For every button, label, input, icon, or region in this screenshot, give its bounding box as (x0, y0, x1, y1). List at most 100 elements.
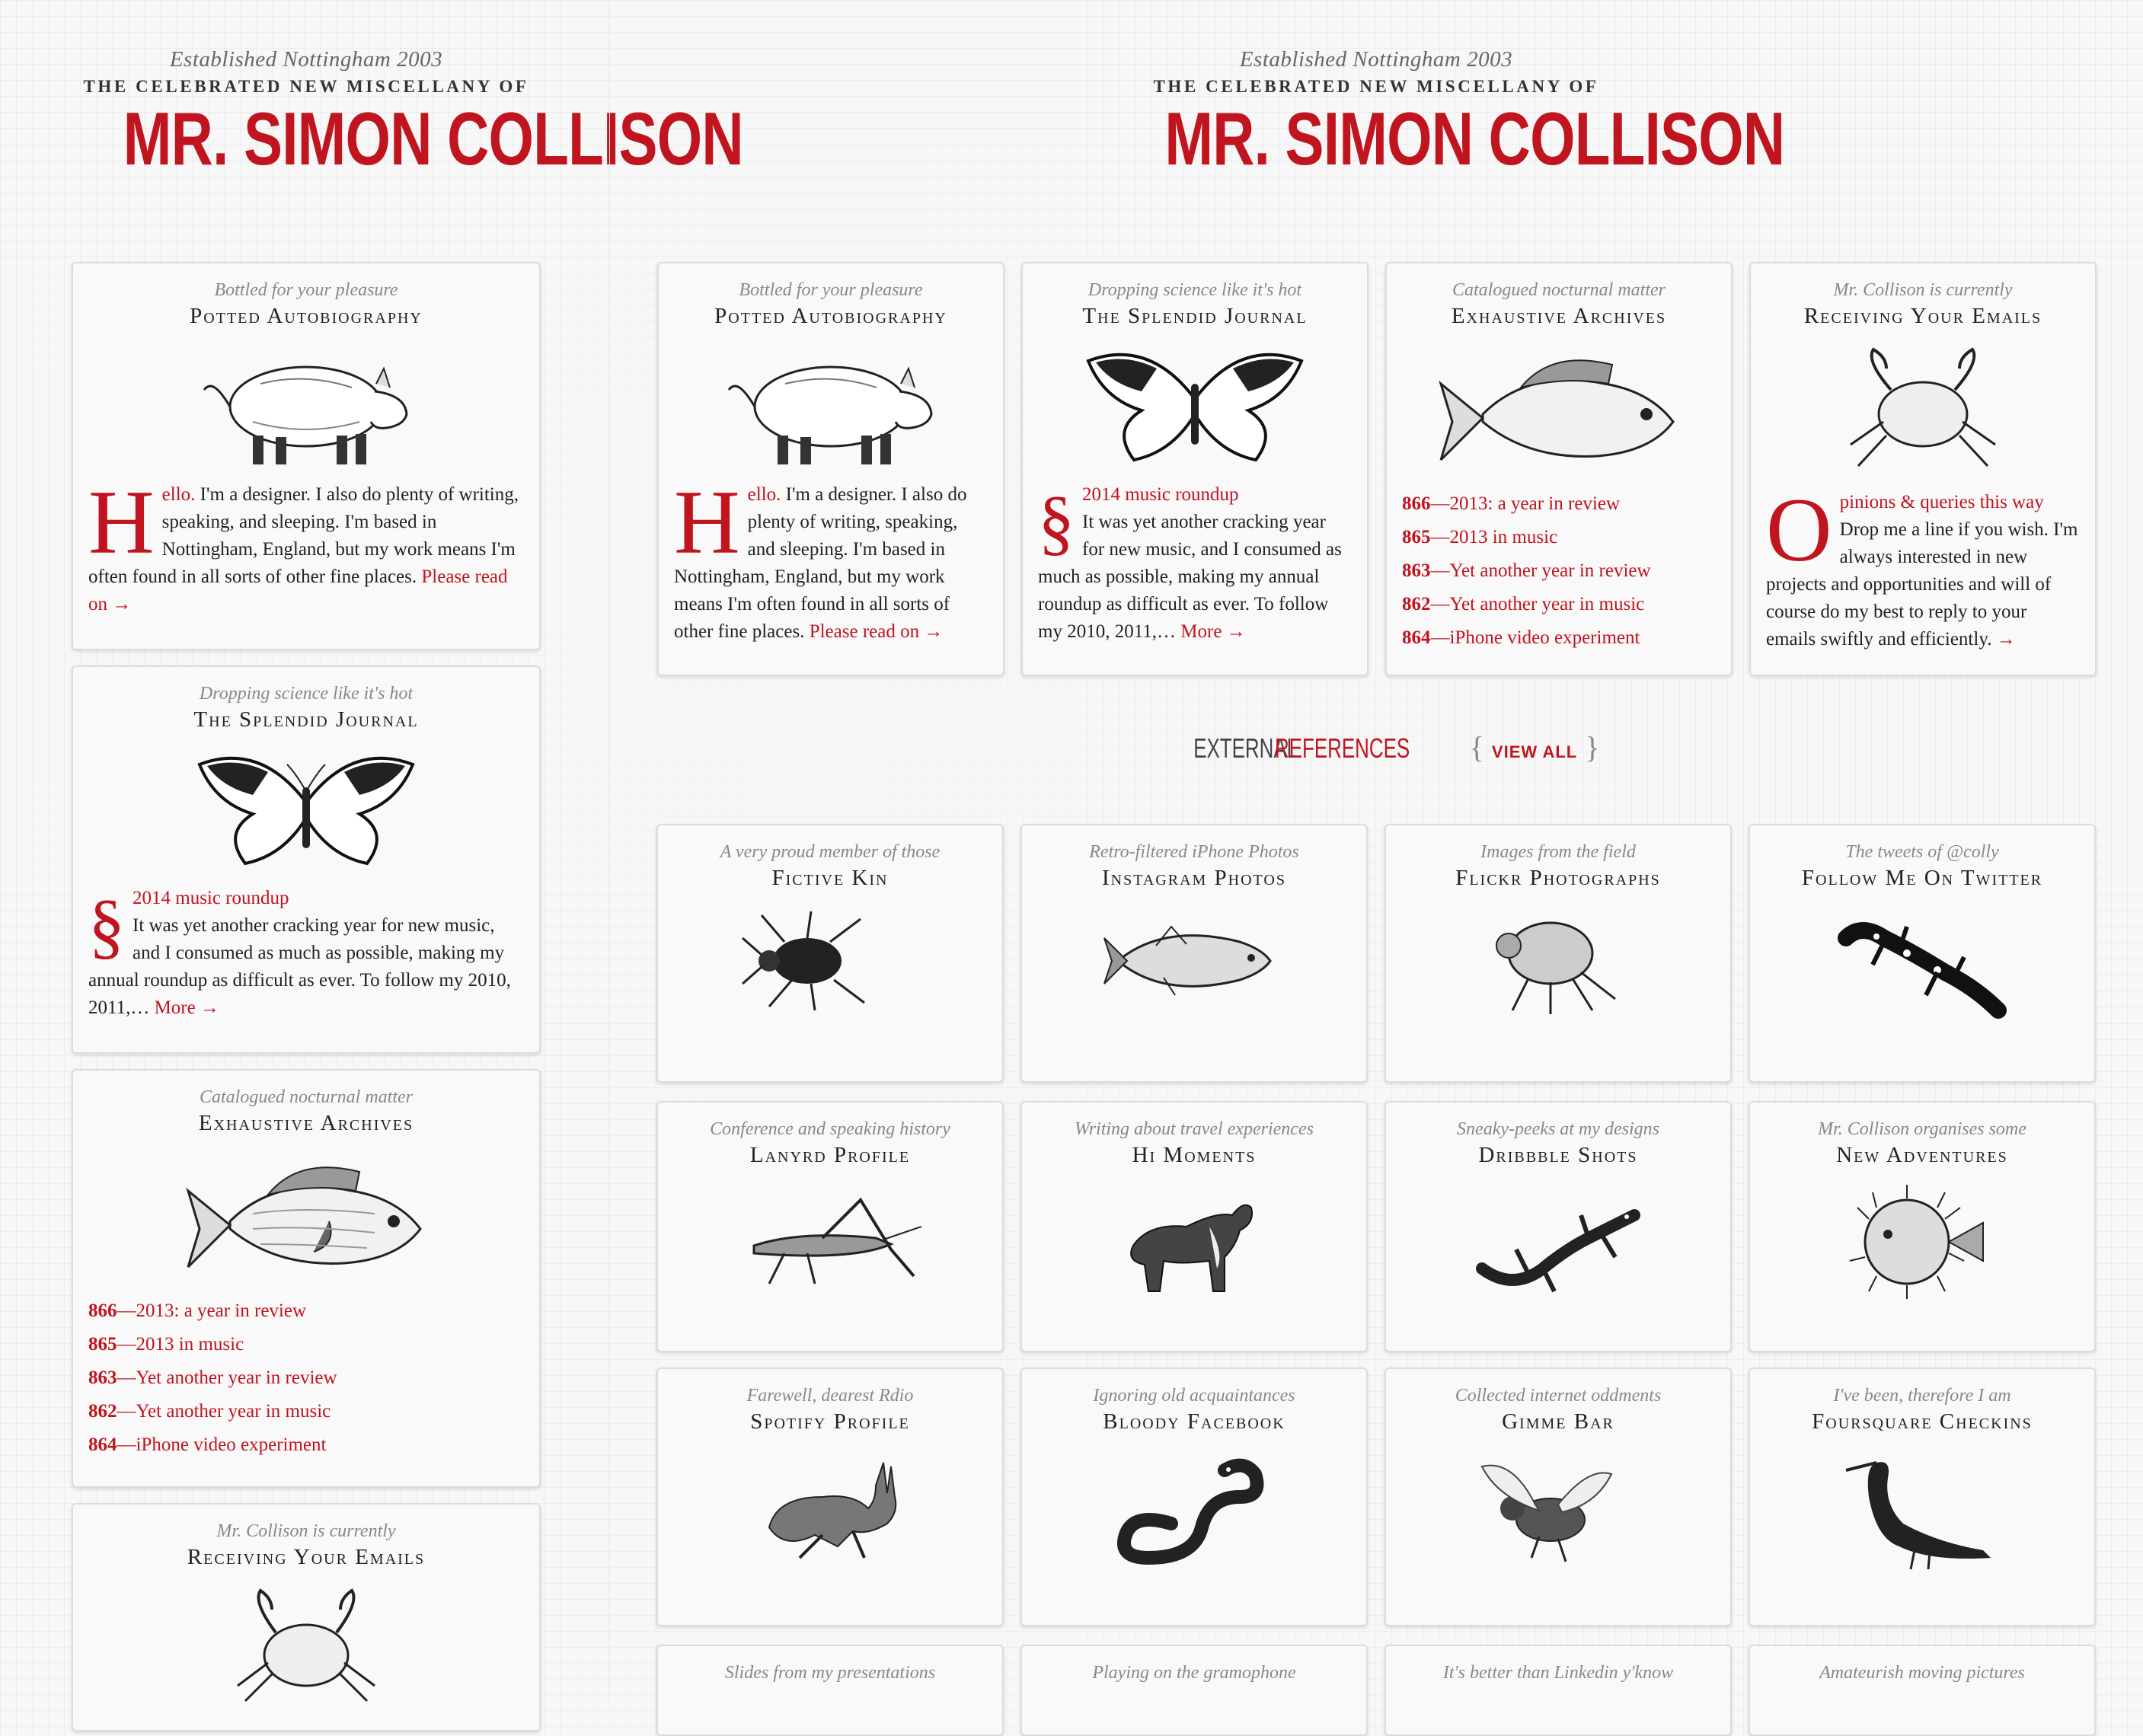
archive-item[interactable]: 864—iPhone video experiment (88, 1434, 327, 1455)
more-link[interactable]: More → (154, 997, 219, 1018)
card-subtitle: Images from the field (1480, 842, 1636, 862)
card-subtitle: Bottled for your pleasure (739, 280, 923, 300)
cormorant-icon (1845, 1461, 1991, 1570)
more-link[interactable]: More → (1180, 621, 1246, 642)
archive-item[interactable]: 866—2013: a year in review (88, 1300, 307, 1321)
dropcap: O (1766, 479, 1832, 580)
card-subtitle: Catalogued nocturnal matter (200, 1087, 413, 1107)
arrow-link[interactable]: → (1996, 629, 2016, 649)
card-autobiography: Bottled for your pleasure Potted Autobio… (657, 262, 1004, 676)
archive-item[interactable]: 865—2013 in music (1402, 527, 1558, 547)
mobile-view: Established Nottingham 2003 THE CELEBRAT… (0, 0, 744, 1731)
card-title[interactable]: Dribbble Shots (1478, 1143, 1638, 1167)
card-title[interactable]: Exhaustive Archives (198, 1111, 414, 1135)
external-card[interactable]: Collected internet oddments Gimme Bar (1384, 1367, 1732, 1626)
archive-list: 866—2013: a year in review 865—2013 in m… (73, 1294, 539, 1462)
view-all-link[interactable]: VIEW ALL (1491, 742, 1578, 761)
card-journal: Dropping science like it's hot The Splen… (1021, 262, 1369, 676)
read-on-link[interactable]: Please read on → (88, 566, 508, 614)
card-title[interactable]: Hi Moments (1132, 1143, 1257, 1167)
card-subtitle: Playing on the gramophone (1092, 1663, 1296, 1683)
external-card[interactable]: Images from the field Flickr Photographs (1384, 824, 1732, 1083)
card-title[interactable]: The Splendid Journal (193, 707, 419, 732)
external-card[interactable]: Conference and speaking history Lanyrd Pr… (656, 1101, 1004, 1352)
archive-item[interactable]: 866—2013: a year in review (1402, 493, 1621, 514)
journal-excerpt: § 2014 music roundup It was yet another cr… (1038, 481, 1342, 643)
card-title[interactable]: Fictive Kin (771, 866, 889, 890)
external-card[interactable]: The tweets of @colly Follow Me On Twitter (1749, 824, 2096, 1083)
card-subtitle: Amateurish moving pictures (1819, 1663, 2025, 1683)
external-card[interactable]: Farewell, dearest Rdio Spotify Profile (656, 1367, 1004, 1626)
external-card[interactable]: Sneaky-peeks at my designs Dribbble Shots (1384, 1101, 1732, 1352)
external-card[interactable]: Retro-filtered iPhone Photos Instagram Ph… (1020, 824, 1368, 1083)
butterfly-icon (197, 756, 415, 866)
card-title[interactable]: Lanyrd Profile (749, 1143, 911, 1167)
archive-item[interactable]: 863—Yet another year in review (88, 1367, 337, 1388)
card-title[interactable]: The Splendid Journal (1082, 304, 1308, 328)
card-subtitle: Collected internet oddments (1455, 1386, 1662, 1406)
archive-item[interactable]: 862—Yet another year in music (88, 1401, 331, 1422)
pig-icon (203, 365, 408, 464)
tuna-icon (1103, 925, 1272, 996)
card-title[interactable]: Gimme Bar (1502, 1409, 1614, 1434)
card-title[interactable]: Receiving Your Emails (187, 1545, 426, 1569)
site-logo-link[interactable]: MR. SIMON COLLISON (1164, 97, 1785, 180)
butterfly-icon (1086, 353, 1304, 462)
card-title[interactable]: Follow Me On Twitter (1801, 866, 2043, 890)
fish-icon (1439, 359, 1675, 461)
hare-icon (768, 1462, 897, 1559)
external-card[interactable]: Writing about travel experiences Hi Momen… (1020, 1101, 1368, 1352)
card-title[interactable]: Potted Autobiography (190, 304, 423, 328)
card-subtitle: Writing about travel experiences (1075, 1119, 1314, 1139)
card-emails: Mr. Collison is currently Receiving Your… (1749, 262, 2097, 676)
card-title[interactable]: Instagram Photos (1102, 866, 1286, 890)
crab-icon (237, 1588, 375, 1702)
card-subtitle: Mr. Collison is currently (216, 1521, 396, 1541)
archive-item[interactable]: 863—Yet another year in review (1402, 560, 1651, 581)
contact-link[interactable]: pinions & queries this way (1839, 492, 2044, 512)
external-card[interactable]: Ignoring old acquaintances Bloody Faceboo… (1020, 1367, 1368, 1626)
card-title[interactable]: Flickr Photographs (1455, 866, 1661, 890)
masthead: Established Nottingham 2003 THE CELEBRAT… (72, 47, 744, 180)
external-card[interactable]: A very proud member of those Fictive Kin (656, 824, 1004, 1083)
card-title[interactable]: Spotify Profile (750, 1409, 910, 1434)
external-card[interactable]: I've been, therefore I am Foursquare Chec… (1749, 1367, 2096, 1626)
section-icon: § (88, 885, 125, 966)
established-tagline: Established Nottingham 2003 (1239, 47, 1513, 72)
archive-list: 866—2013: a year in review 865—2013 in m… (1387, 487, 1731, 655)
card-subtitle: Conference and speaking history (710, 1119, 950, 1139)
masthead: Established Nottingham 2003 THE CELEBRAT… (1105, 47, 1785, 180)
archive-item[interactable]: 862—Yet another year in music (1402, 594, 1645, 614)
external-card[interactable]: It's better than Linkedin y'know (1384, 1645, 1732, 1736)
section-icon: § (1038, 481, 1075, 563)
card-subtitle: Ignoring old acquaintances (1093, 1386, 1295, 1406)
external-references-heading: EXTERNAL REFERENCES { VIEW ALL } (1193, 730, 1600, 764)
card-subtitle: Sneaky-peeks at my designs (1457, 1119, 1659, 1139)
site-logo-link[interactable]: MR. SIMON COLLISON (123, 97, 744, 180)
external-card[interactable]: Amateurish moving pictures (1749, 1645, 2096, 1736)
lizard-icon (1476, 1209, 1640, 1293)
beetle-icon (742, 911, 865, 1011)
card-subtitle: Retro-filtered iPhone Photos (1089, 842, 1299, 862)
card-title[interactable]: Potted Autobiography (714, 304, 947, 328)
card-title[interactable]: Bloody Facebook (1103, 1409, 1285, 1434)
card-subtitle: Farewell, dearest Rdio (746, 1386, 914, 1406)
post-title-link[interactable]: 2014 music roundup (133, 888, 289, 908)
card-title[interactable]: Foursquare Checkins (1812, 1409, 2033, 1434)
external-card[interactable]: Playing on the gramophone (1020, 1645, 1368, 1736)
grasshopper-icon (752, 1197, 921, 1284)
archive-item[interactable]: 864—iPhone video experiment (1402, 627, 1640, 648)
archive-item[interactable]: 865—2013 in music (88, 1334, 244, 1355)
post-title-link[interactable]: 2014 music roundup (1082, 484, 1239, 505)
card-title[interactable]: New Adventures (1836, 1143, 2008, 1167)
card-title[interactable]: Exhaustive Archives (1451, 304, 1667, 328)
read-on-link[interactable]: Please read on → (809, 621, 944, 642)
external-card[interactable]: Slides from my presentations (656, 1645, 1004, 1736)
card-title[interactable]: Receiving Your Emails (1803, 304, 2042, 328)
card-subtitle: I've been, therefore I am (1833, 1386, 2011, 1406)
card-archives: Catalogued nocturnal matter Exhaustive A… (1385, 262, 1733, 676)
external-card[interactable]: Mr. Collison organises some New Adventure… (1749, 1101, 2096, 1352)
salamander-icon (1838, 922, 2007, 1019)
card-journal: Dropping science like it's hot The Splen… (72, 665, 541, 1054)
